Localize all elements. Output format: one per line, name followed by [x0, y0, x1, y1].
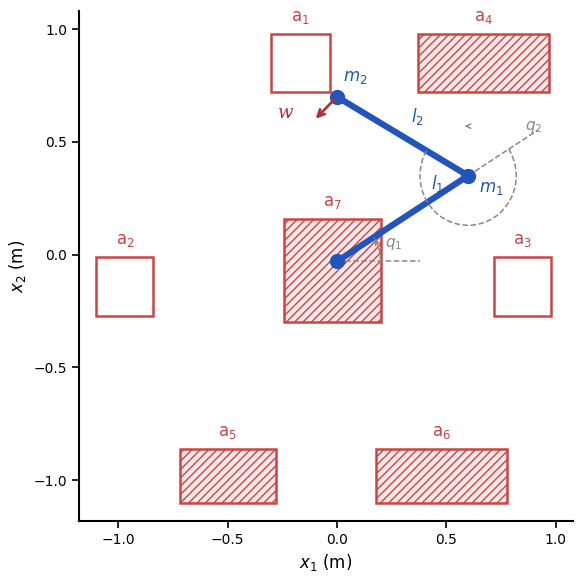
Text: $l_2$: $l_2$	[411, 106, 424, 127]
Text: $\mathrm{a}_{5}$: $\mathrm{a}_{5}$	[218, 423, 237, 441]
Bar	[494, 257, 551, 316]
Bar	[271, 34, 331, 92]
Text: $m_2$: $m_2$	[343, 68, 368, 85]
Text: $\mathrm{a}_{6}$: $\mathrm{a}_{6}$	[432, 423, 451, 441]
X-axis label: $x_1$ (m): $x_1$ (m)	[299, 552, 353, 573]
Bar	[376, 448, 508, 503]
Text: $q_2$: $q_2$	[525, 119, 542, 135]
Text: $q_1$: $q_1$	[385, 237, 403, 252]
Text: $\mathrm{a}_{7}$: $\mathrm{a}_{7}$	[323, 194, 342, 211]
Text: $\mathrm{a}_{1}$: $\mathrm{a}_{1}$	[292, 9, 310, 26]
Text: $m_1$: $m_1$	[479, 180, 503, 197]
Bar	[96, 257, 153, 316]
Text: $l_1$: $l_1$	[431, 173, 444, 194]
Y-axis label: $x_2$ (m): $x_2$ (m)	[7, 240, 28, 292]
Bar	[179, 448, 276, 503]
Text: w: w	[278, 104, 293, 122]
Text: $\mathrm{a}_{2}$: $\mathrm{a}_{2}$	[115, 232, 134, 249]
Text: $\mathrm{a}_{4}$: $\mathrm{a}_{4}$	[474, 9, 493, 26]
Bar	[284, 219, 380, 322]
Bar	[418, 34, 549, 92]
Text: $\mathrm{a}_{3}$: $\mathrm{a}_{3}$	[513, 232, 532, 249]
